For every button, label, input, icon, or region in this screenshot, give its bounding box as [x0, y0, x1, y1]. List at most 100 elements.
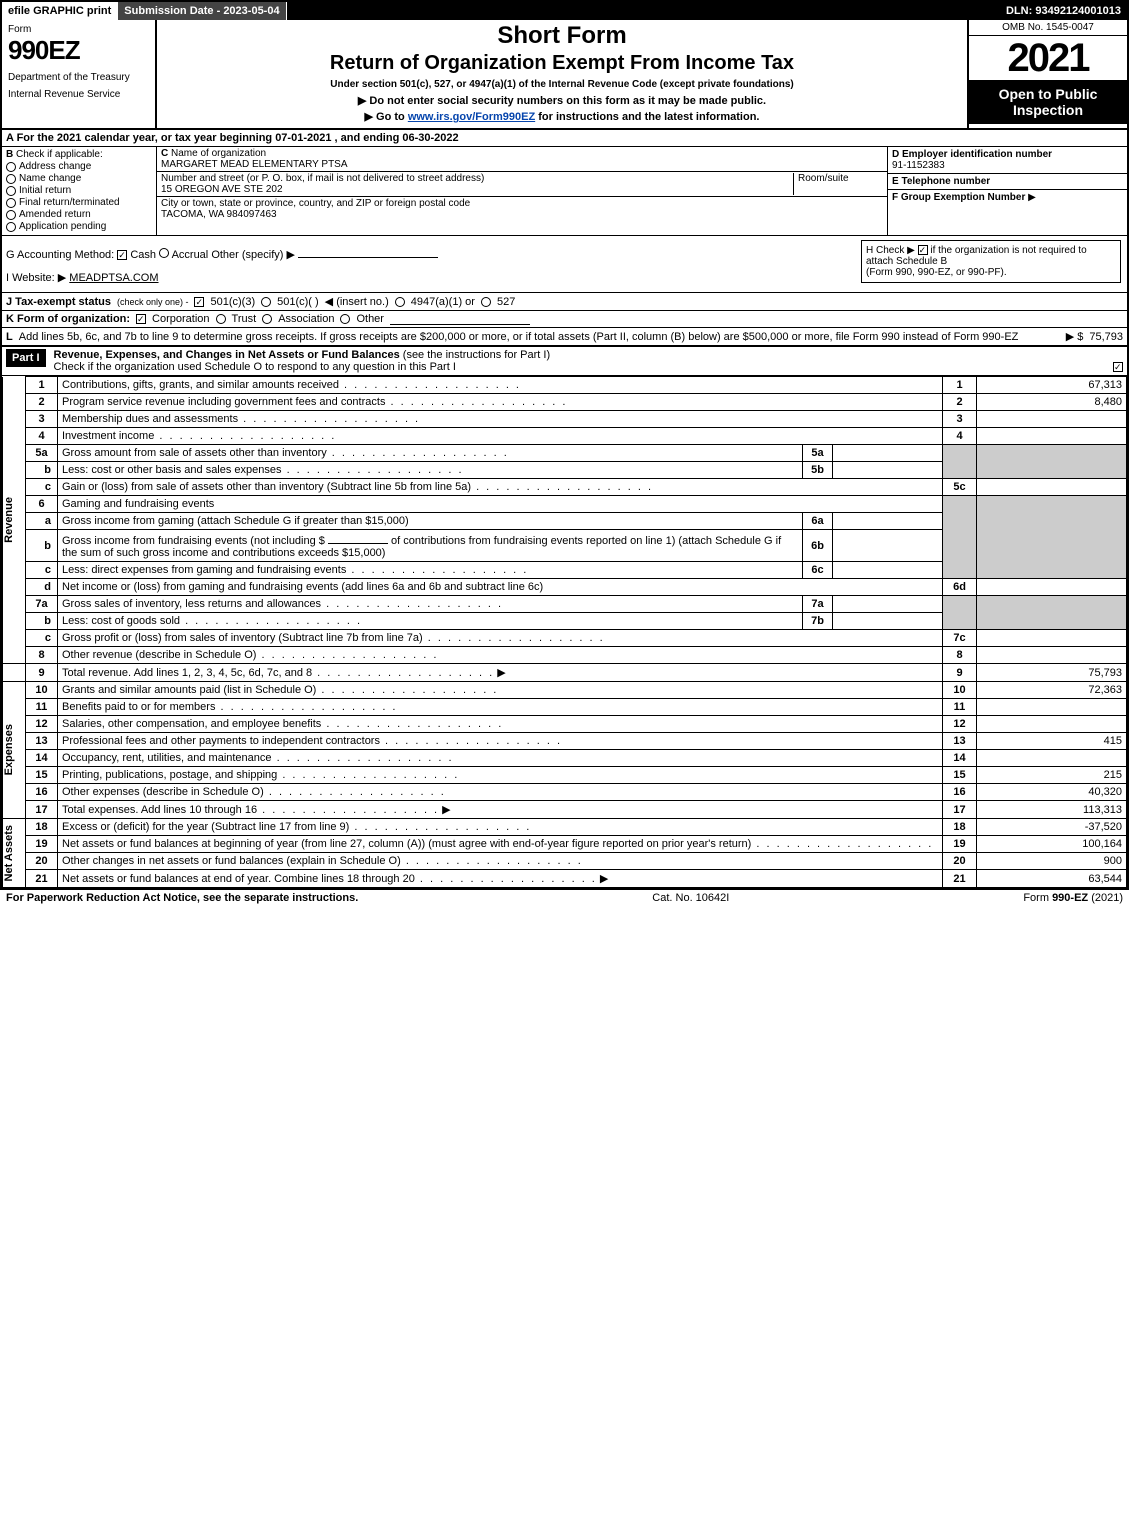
- table-row: 7a Gross sales of inventory, less return…: [3, 596, 1127, 613]
- dept-treasury: Department of the Treasury: [8, 72, 149, 83]
- cb-corporation[interactable]: [136, 314, 146, 324]
- table-row: 2 Program service revenue including gove…: [3, 394, 1127, 411]
- c-label: C: [161, 148, 168, 159]
- cb-association[interactable]: [262, 314, 272, 324]
- cb-501c[interactable]: [261, 297, 271, 307]
- table-row: 5a Gross amount from sale of assets othe…: [3, 445, 1127, 462]
- cb-501c3[interactable]: [194, 297, 204, 307]
- cb-cash[interactable]: [117, 250, 127, 260]
- row-l: L Add lines 5b, 6c, and 7b to line 9 to …: [2, 328, 1127, 347]
- line11-value: [977, 699, 1127, 716]
- line7a-value[interactable]: [833, 596, 943, 613]
- line5a-value[interactable]: [833, 445, 943, 462]
- checkbox-icon[interactable]: [6, 222, 16, 232]
- header-right: OMB No. 1545-0047 2021 Open to Public In…: [967, 20, 1127, 128]
- efile-label[interactable]: efile GRAPHIC print: [2, 2, 118, 20]
- part1-title: Revenue, Expenses, and Changes in Net As…: [54, 349, 400, 361]
- irs-link[interactable]: www.irs.gov/Form990EZ: [408, 111, 535, 123]
- line12-value: [977, 716, 1127, 733]
- column-de: D Employer identification number 91-1152…: [887, 147, 1127, 235]
- cb-address-change[interactable]: Address change: [6, 161, 152, 172]
- footer-center: Cat. No. 10642I: [652, 892, 729, 904]
- phone-block: E Telephone number: [888, 174, 1127, 190]
- checkbox-icon[interactable]: [6, 174, 16, 184]
- checkbox-icon[interactable]: [6, 186, 16, 196]
- dln-label: DLN: 93492124001013: [1000, 2, 1127, 20]
- ein-block: D Employer identification number 91-1152…: [888, 147, 1127, 174]
- instr1-text: Do not enter social security numbers on …: [369, 95, 766, 107]
- cb-4947[interactable]: [395, 297, 405, 307]
- other-specify-field[interactable]: [298, 246, 438, 258]
- table-row: 6 Gaming and fundraising events: [3, 496, 1127, 513]
- table-row: 16 Other expenses (describe in Schedule …: [3, 784, 1127, 801]
- cb-trust[interactable]: [216, 314, 226, 324]
- f-arrow: ▶: [1028, 192, 1036, 203]
- line6c-value[interactable]: [833, 562, 943, 579]
- header-center: Short Form Return of Organization Exempt…: [157, 20, 967, 128]
- line16-value: 40,320: [977, 784, 1127, 801]
- d-label: D Employer identification number: [892, 149, 1052, 160]
- part1-check-line: Check if the organization used Schedule …: [54, 361, 456, 373]
- line8-value: [977, 647, 1127, 664]
- form-header: Form 990EZ Department of the Treasury In…: [2, 20, 1127, 130]
- gh-row: G Accounting Method: Cash Accrual Other …: [2, 236, 1127, 293]
- return-title: Return of Organization Exempt From Incom…: [163, 52, 961, 75]
- table-row: 19 Net assets or fund balances at beginn…: [3, 836, 1127, 853]
- check-if-label: Check if applicable:: [16, 149, 103, 160]
- line6d-value: [977, 579, 1127, 596]
- line21-value: 63,544: [977, 870, 1127, 888]
- line5c-value: [977, 479, 1127, 496]
- line5b-value[interactable]: [833, 462, 943, 479]
- city-block: City or town, state or province, country…: [157, 197, 887, 221]
- table-row: 17 Total expenses. Add lines 10 through …: [3, 801, 1127, 819]
- g-label: G Accounting Method:: [6, 249, 114, 261]
- line17-value: 113,313: [977, 801, 1127, 819]
- cb-527[interactable]: [481, 297, 491, 307]
- footer-right: Form 990-EZ (2021): [1023, 892, 1123, 904]
- checkbox-icon[interactable]: [6, 162, 16, 172]
- part1-label: Part I: [6, 349, 46, 367]
- footer-left: For Paperwork Reduction Act Notice, see …: [6, 892, 358, 904]
- line20-value: 900: [977, 853, 1127, 870]
- arrow-icon: ▶: [358, 95, 366, 107]
- top-bar: efile GRAPHIC print Submission Date - 20…: [2, 2, 1127, 20]
- line15-value: 215: [977, 767, 1127, 784]
- form-number: 990EZ: [8, 35, 149, 66]
- instr2-post: for instructions and the latest informat…: [538, 111, 759, 123]
- line14-value: [977, 750, 1127, 767]
- cb-accrual[interactable]: [159, 248, 169, 258]
- cb-name-change[interactable]: Name change: [6, 173, 152, 184]
- cb-schedule-b[interactable]: [918, 245, 928, 255]
- line6b-blank[interactable]: [328, 532, 388, 544]
- checkbox-icon[interactable]: [6, 198, 16, 208]
- other-org-field[interactable]: [390, 313, 530, 325]
- page-footer: For Paperwork Reduction Act Notice, see …: [0, 890, 1129, 906]
- line9-value: 75,793: [977, 664, 1127, 682]
- section-a-line: A For the 2021 calendar year, or tax yea…: [2, 130, 1127, 147]
- table-row: Expenses 10 Grants and similar amounts p…: [3, 682, 1127, 699]
- line6a-value[interactable]: [833, 513, 943, 530]
- row-j: J Tax-exempt status (check only one) - 5…: [2, 293, 1127, 311]
- cb-other-org[interactable]: [340, 314, 350, 324]
- cb-final-return[interactable]: Final return/terminated: [6, 197, 152, 208]
- line6b-value[interactable]: [833, 530, 943, 562]
- line7b-value[interactable]: [833, 613, 943, 630]
- website-value[interactable]: MEADPTSA.COM: [69, 272, 158, 284]
- g-block: G Accounting Method: Cash Accrual Other …: [2, 236, 857, 292]
- table-row: d Net income or (loss) from gaming and f…: [3, 579, 1127, 596]
- line10-value: 72,363: [977, 682, 1127, 699]
- room-label: Room/suite: [798, 173, 849, 184]
- short-form-title: Short Form: [163, 22, 961, 50]
- checkbox-icon[interactable]: [6, 210, 16, 220]
- b-label: B: [6, 149, 13, 160]
- cb-schedule-o[interactable]: [1113, 362, 1123, 372]
- table-row: Net Assets 18 Excess or (deficit) for th…: [3, 819, 1127, 836]
- line19-value: 100,164: [977, 836, 1127, 853]
- h-block: H Check ▶ if the organization is not req…: [857, 236, 1127, 292]
- cb-amended-return[interactable]: Amended return: [6, 209, 152, 220]
- cb-application-pending[interactable]: Application pending: [6, 221, 152, 232]
- line13-value: 415: [977, 733, 1127, 750]
- ein-value: 91-1152383: [892, 160, 945, 171]
- revenue-section-label: Revenue: [3, 497, 25, 543]
- cb-initial-return[interactable]: Initial return: [6, 185, 152, 196]
